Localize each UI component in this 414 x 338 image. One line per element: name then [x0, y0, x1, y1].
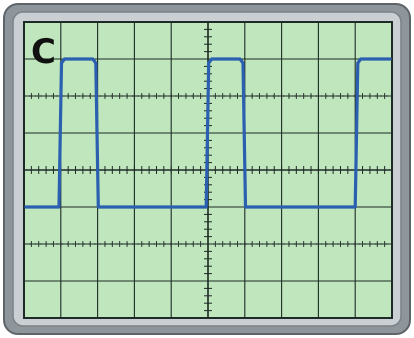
square-wave-trace — [24, 57, 392, 209]
panel-label: C — [31, 32, 56, 72]
